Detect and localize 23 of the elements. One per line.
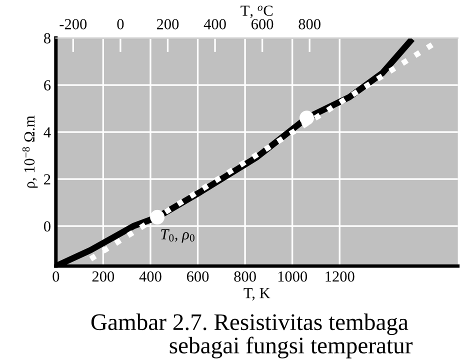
annotation: T$_{0}$, ρ$_{0}$ bbox=[161, 229, 194, 243]
x-tick-label: 200 bbox=[92, 271, 114, 282]
x-tick-label: 600 bbox=[186, 271, 209, 282]
x2-tick-label: 400 bbox=[204, 19, 226, 30]
x-tick-label: 1200 bbox=[326, 271, 354, 282]
x2-tick-label: 800 bbox=[298, 19, 320, 30]
x2-tick-label: 200 bbox=[156, 19, 179, 30]
y-tick-label: 8 bbox=[44, 33, 50, 44]
y-tick-label: 6 bbox=[44, 80, 51, 90]
x2-tick-label: 0 bbox=[117, 19, 124, 30]
y-tick-label: 2 bbox=[44, 174, 50, 184]
x2-tick-label: -200 bbox=[60, 19, 87, 30]
x-tick-label: 800 bbox=[234, 271, 256, 282]
x2-tick-label: 600 bbox=[252, 19, 274, 30]
y-axis-title: ρ, 10$^{−8}$ Ω.m bbox=[22, 116, 38, 188]
x-tick-label: 1000 bbox=[278, 271, 308, 282]
x-tick-label: 400 bbox=[139, 271, 162, 282]
y-tick-label: 0 bbox=[44, 221, 50, 232]
x-tick-label: 0 bbox=[52, 271, 60, 282]
text: Gambar 2.7. Resistivitas tembaga sebagai fungsi temperatur bbox=[91, 314, 413, 358]
y-tick-label: 4 bbox=[44, 127, 51, 138]
x2-axis-title: T, $^{o}$C bbox=[240, 6, 273, 18]
x-axis-title: T, K bbox=[244, 288, 270, 301]
